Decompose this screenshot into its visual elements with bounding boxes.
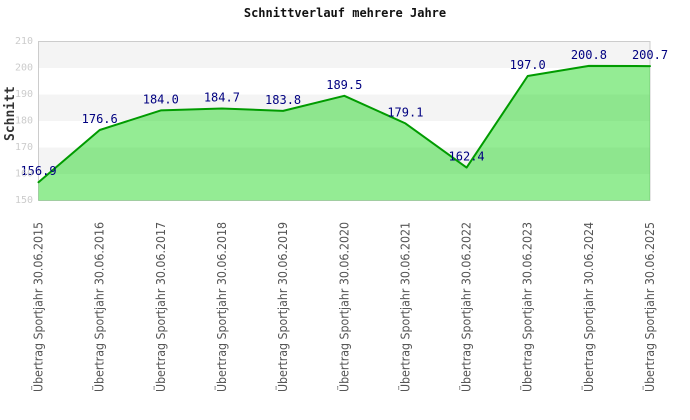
x-tick-label: Übertrag Sportjahr 30.06.2017 [152,222,168,392]
value-label: 184.0 [143,92,179,106]
x-tick-label: Übertrag Sportjahr 30.06.2021 [396,222,412,392]
x-tick-label: Übertrag Sportjahr 30.06.2015 [30,222,46,392]
x-tick-label: Übertrag Sportjahr 30.06.2016 [91,222,107,392]
x-tick-label: Übertrag Sportjahr 30.06.2022 [458,222,474,392]
plot-border [38,41,651,201]
value-label: 162.4 [449,150,485,164]
trend-line [37,64,651,184]
y-tick-label: 190 [15,89,33,100]
grid-band [38,147,650,174]
value-label: 176.6 [82,112,118,126]
y-tick-label: 160 [15,169,33,180]
value-label: 183.8 [265,93,301,107]
x-tick-label: Übertrag Sportjahr 30.06.2020 [335,222,351,392]
grid-band [38,41,650,68]
x-tick-label: Übertrag Sportjahr 30.06.2023 [519,222,535,392]
value-label: 156.9 [20,164,56,178]
value-label: 200.8 [571,48,607,62]
value-label: 189.5 [326,78,362,92]
value-label: 184.7 [204,91,240,105]
x-tick-label: Übertrag Sportjahr 30.06.2018 [213,222,229,392]
y-axis-title: Schnitt [3,86,18,141]
value-label: 179.1 [387,105,423,119]
x-tick-label: Übertrag Sportjahr 30.06.2019 [274,222,290,392]
y-tick-label: 170 [15,142,33,153]
y-tick-label: 150 [15,195,33,206]
grid-band [38,174,650,201]
y-tick-label: 200 [15,63,33,74]
value-label: 200.7 [632,48,668,62]
area-fill [38,65,650,201]
x-tick-label: Übertrag Sportjahr 30.06.2024 [580,222,596,392]
value-label: 197.0 [510,58,546,72]
chart-title: Schnittverlauf mehrere Jahre [243,6,447,20]
y-tick-label: 180 [15,116,33,127]
y-tick-label: 210 [15,36,33,47]
x-tick-label: Übertrag Sportjahr 30.06.2025 [641,222,657,392]
grid-band [38,121,650,148]
